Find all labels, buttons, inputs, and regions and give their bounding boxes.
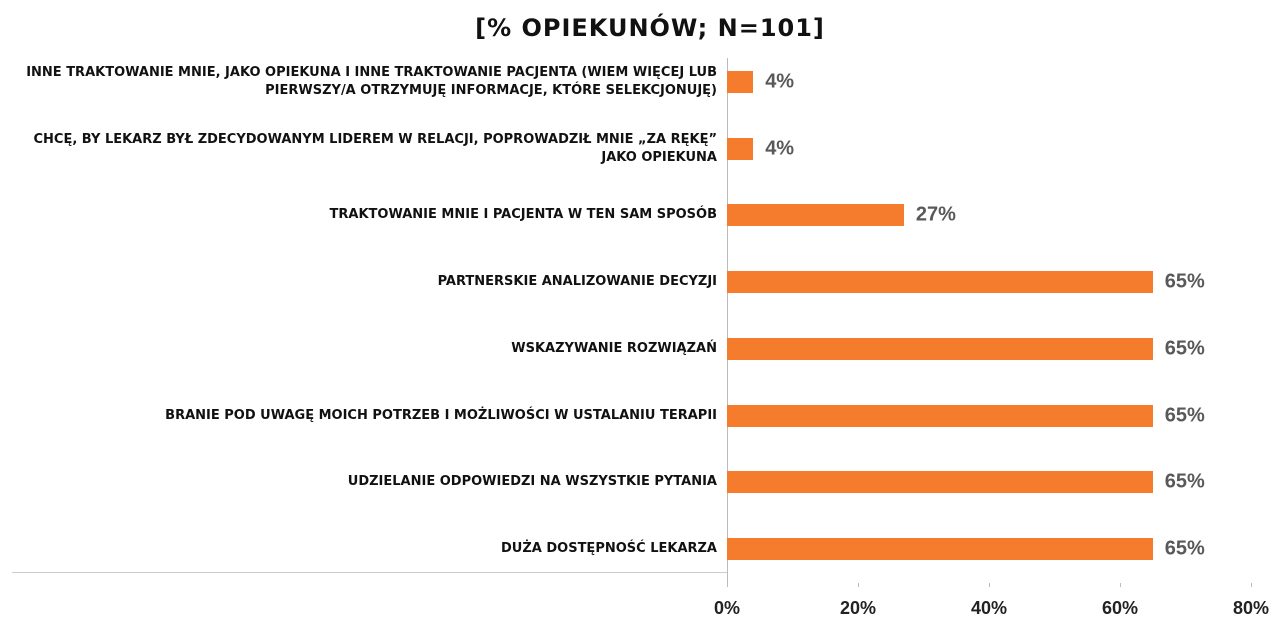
bar (727, 71, 754, 93)
bar (727, 204, 904, 227)
axis-line (727, 58, 728, 583)
category-label: DUŻA DOSTĘPNOŚĆ LEKARZA (501, 540, 717, 556)
tick-mark (858, 583, 859, 587)
category-label: PARTNERSKIE ANALIZOWANIE DECYZJI (437, 274, 717, 290)
baseline (12, 572, 727, 573)
value-label: 65% (1164, 270, 1205, 293)
x-tick-label: 20% (839, 598, 877, 618)
category-label: BRANIE POD UWAGĘ MOICH POTRZEB I MOŻLIWO… (165, 407, 717, 423)
bar (727, 337, 1153, 360)
tick-mark (727, 583, 728, 587)
chart-title: [% OPIEKUNÓW; N=101] (475, 14, 825, 42)
x-tick-label: 80% (1232, 598, 1270, 618)
category-label: TRAKTOWANIE MNIE I PACJENTA W TEN SAM SP… (329, 207, 717, 223)
value-label: 4% (765, 137, 795, 160)
bar (727, 137, 754, 160)
tick-mark (1120, 583, 1121, 587)
x-tick-label: 0% (713, 598, 741, 618)
value-label: 65% (1164, 537, 1205, 560)
value-label: 65% (1164, 470, 1205, 493)
x-tick-label: 40% (970, 598, 1008, 618)
bar (727, 471, 1153, 494)
value-label: 4% (765, 70, 795, 93)
bar (727, 537, 1153, 560)
value-label: 65% (1164, 337, 1205, 360)
value-label: 27% (915, 203, 956, 226)
category-label: WSKAZYWANIE ROZWIĄZAŃ (511, 340, 717, 356)
bar (727, 404, 1153, 427)
tick-mark (989, 583, 990, 587)
x-tick-label: 60% (1101, 598, 1139, 618)
category-label: INNE TRAKTOWANIE MNIE, JAKO OPIEKUNA I I… (26, 65, 717, 98)
bar (727, 271, 1153, 294)
category-label: CHCĘ, BY LEKARZ BYŁ ZDECYDOWANYM LIDEREM… (33, 131, 718, 165)
tick-mark (1251, 583, 1252, 587)
category-label: UDZIELANIE ODPOWIEDZI NA WSZYSTKIE PYTAN… (347, 474, 717, 490)
value-label: 65% (1164, 404, 1205, 426)
